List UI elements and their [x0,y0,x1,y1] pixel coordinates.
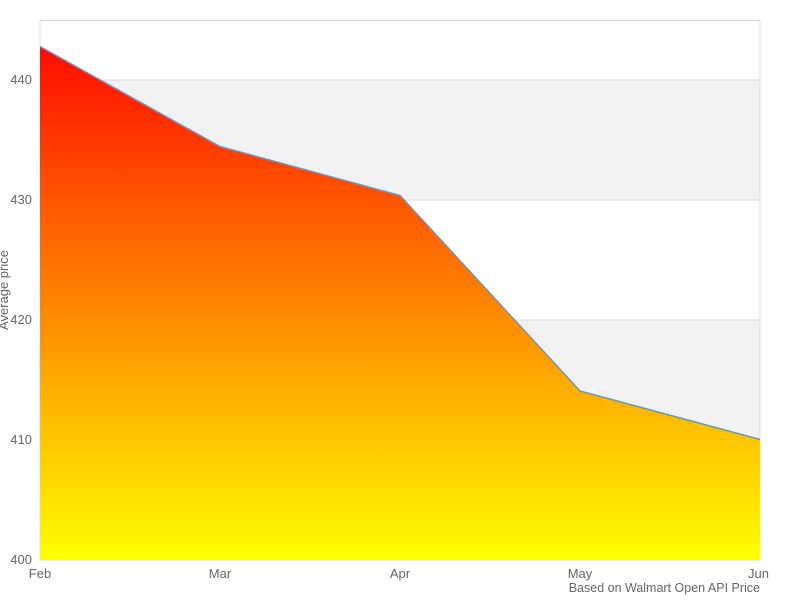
svg-text:Average price: Average price [0,250,11,330]
svg-text:Feb: Feb [29,566,51,581]
svg-text:400: 400 [10,552,32,567]
svg-text:440: 440 [10,72,32,87]
svg-text:Based on Walmart Open API Pric: Based on Walmart Open API Price [569,581,760,595]
svg-text:420: 420 [10,312,32,327]
svg-text:Jun: Jun [748,566,769,581]
svg-text:Apr: Apr [390,566,411,581]
svg-text:430: 430 [10,192,32,207]
svg-text:May: May [568,566,593,581]
svg-text:Mar: Mar [209,566,232,581]
svg-text:410: 410 [10,432,32,447]
